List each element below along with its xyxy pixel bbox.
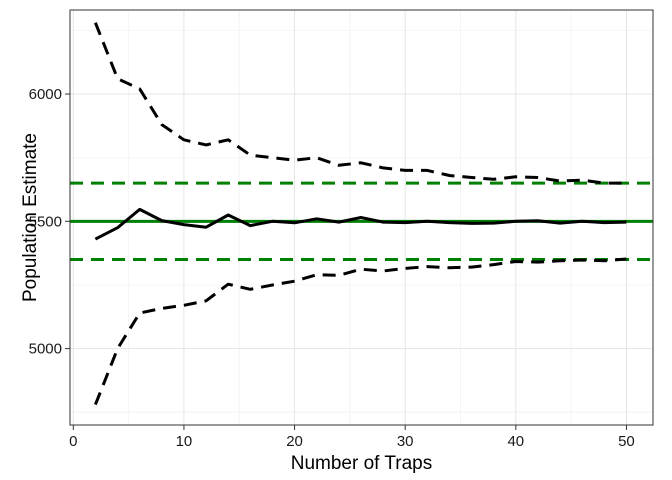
x-tick-label: 50: [618, 433, 635, 450]
y-axis-title: Population Estimate: [20, 133, 41, 302]
x-tick-label: 40: [507, 433, 524, 450]
y-tick-label: 6000: [29, 86, 62, 103]
x-tick-label: 10: [176, 433, 193, 450]
y-tick-label: 5000: [29, 341, 62, 358]
y-tick-label: 5500: [29, 213, 62, 230]
series-line-lower-bound: [94, 257, 627, 406]
series-line-upper-bound: [94, 22, 627, 185]
x-axis-title: Number of Traps: [291, 453, 433, 474]
x-tick-label: 20: [286, 433, 303, 450]
panel-border: [69, 9, 654, 426]
series-lines: [94, 22, 627, 406]
x-tick-label: 30: [397, 433, 414, 450]
series-line-estimate: [94, 207, 627, 241]
x-axis: 0 10 20 30 40 50: [69, 425, 635, 450]
y-axis: 5000 5500 6000: [29, 86, 70, 358]
x-tick-label: 0: [69, 433, 77, 450]
